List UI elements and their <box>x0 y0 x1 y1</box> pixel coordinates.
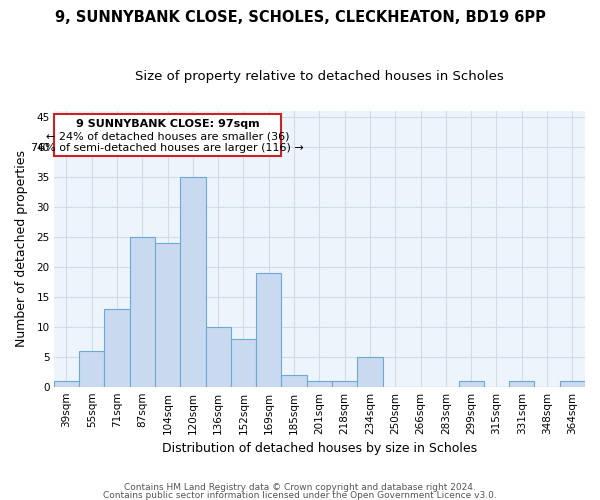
X-axis label: Distribution of detached houses by size in Scholes: Distribution of detached houses by size … <box>162 442 477 455</box>
Bar <box>130 237 155 388</box>
Text: 9, SUNNYBANK CLOSE, SCHOLES, CLECKHEATON, BD19 6PP: 9, SUNNYBANK CLOSE, SCHOLES, CLECKHEATON… <box>55 10 545 25</box>
Bar <box>231 339 256 388</box>
Bar <box>104 309 130 388</box>
Bar <box>458 382 484 388</box>
Bar <box>358 358 383 388</box>
Bar <box>180 177 206 388</box>
Text: Contains public sector information licensed under the Open Government Licence v3: Contains public sector information licen… <box>103 491 497 500</box>
Bar <box>206 327 231 388</box>
Text: ← 24% of detached houses are smaller (36): ← 24% of detached houses are smaller (36… <box>46 132 289 141</box>
Bar <box>560 382 585 388</box>
Bar <box>509 382 535 388</box>
Bar <box>256 273 281 388</box>
Text: 9 SUNNYBANK CLOSE: 97sqm: 9 SUNNYBANK CLOSE: 97sqm <box>76 119 259 129</box>
Y-axis label: Number of detached properties: Number of detached properties <box>15 150 28 348</box>
Bar <box>332 382 358 388</box>
Text: Contains HM Land Registry data © Crown copyright and database right 2024.: Contains HM Land Registry data © Crown c… <box>124 484 476 492</box>
Bar <box>79 352 104 388</box>
Title: Size of property relative to detached houses in Scholes: Size of property relative to detached ho… <box>135 70 504 83</box>
Bar <box>307 382 332 388</box>
Text: 76% of semi-detached houses are larger (116) →: 76% of semi-detached houses are larger (… <box>31 143 304 153</box>
FancyBboxPatch shape <box>54 114 281 156</box>
Bar <box>281 376 307 388</box>
Bar <box>155 243 180 388</box>
Bar <box>54 382 79 388</box>
